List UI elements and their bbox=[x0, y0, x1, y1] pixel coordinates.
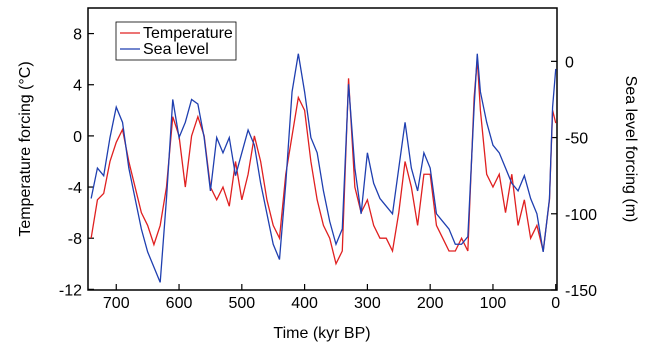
y-tick-label: 0 bbox=[73, 129, 82, 146]
x-tick-label: 500 bbox=[228, 295, 255, 312]
x-tick-label: 200 bbox=[417, 295, 444, 312]
x-tick-label: 700 bbox=[103, 295, 130, 312]
x-tick-label: 0 bbox=[551, 295, 560, 312]
series-line bbox=[90, 53, 557, 283]
y-tick-label: -8 bbox=[68, 231, 82, 248]
y2-tick-label: 0 bbox=[565, 54, 574, 71]
y-tick-label: 8 bbox=[73, 27, 82, 44]
y-axis-label: Temperature forcing (°C) bbox=[17, 61, 34, 236]
x-axis-label: Time (kyr BP) bbox=[273, 325, 370, 342]
y2-axis-label: Sea level forcing (m) bbox=[622, 76, 639, 223]
series-line bbox=[90, 59, 557, 266]
y2-tick-label: -100 bbox=[565, 207, 597, 224]
x-tick-label: 100 bbox=[480, 295, 507, 312]
legend-label: Temperature bbox=[143, 25, 233, 42]
x-tick-label: 400 bbox=[291, 295, 318, 312]
x-tick-label: 300 bbox=[354, 295, 381, 312]
y-tick-label: -12 bbox=[59, 282, 82, 299]
y-tick-label: -4 bbox=[68, 180, 82, 197]
legend-box bbox=[115, 21, 237, 61]
plot-frame bbox=[87, 7, 558, 291]
y2-tick-label: -150 bbox=[565, 283, 597, 300]
y2-tick-label: -50 bbox=[565, 131, 588, 148]
x-tick-label: 600 bbox=[166, 295, 193, 312]
legend-label: Sea level bbox=[143, 41, 209, 58]
y-tick-label: 4 bbox=[73, 78, 82, 95]
